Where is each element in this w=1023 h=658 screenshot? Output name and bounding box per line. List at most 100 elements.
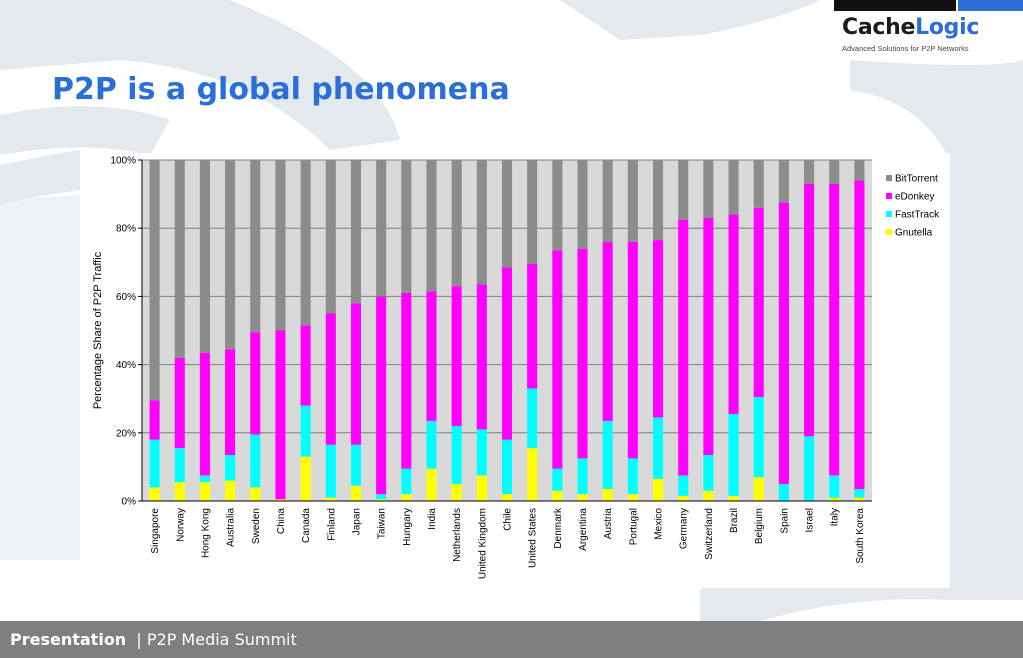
bar-segment-edonkey — [753, 207, 764, 397]
bar-segment-gnutella — [250, 487, 261, 501]
bar-segment-gnutella — [678, 495, 689, 501]
x-tick-label: Belgium — [754, 508, 765, 544]
legend-label-bittorrent: BitTorrent — [895, 174, 938, 185]
logo-wordmark: CacheLogic — [842, 15, 1017, 41]
bar-segment-edonkey — [275, 330, 286, 500]
bar-segment-bittorrent — [577, 160, 588, 249]
slide-title: P2P is a global phenomena — [52, 72, 510, 107]
bar-segment-edonkey — [703, 217, 714, 455]
bar-segment-fasttrack — [728, 414, 739, 496]
top-accent-bar-blue — [958, 0, 1023, 11]
legend-swatch-bittorrent — [886, 175, 892, 181]
bar-segment-gnutella — [199, 482, 210, 501]
legend-swatch-fasttrack — [886, 211, 892, 217]
bar-segment-gnutella — [577, 494, 588, 501]
bar-segment-fasttrack — [426, 420, 437, 469]
x-tick-label: Hong Kong — [200, 508, 211, 558]
x-tick-label: Finland — [326, 508, 337, 541]
bar-segment-gnutella — [401, 494, 412, 501]
bar-segment-edonkey — [451, 286, 462, 426]
bar-segment-edonkey — [804, 183, 815, 437]
bar-segment-fasttrack — [376, 494, 387, 500]
bar-segment-bittorrent — [149, 160, 160, 401]
bar-segment-bittorrent — [678, 160, 689, 220]
x-tick-label: Spain — [779, 508, 790, 534]
x-tick-label: Argentina — [578, 508, 589, 551]
bar-segment-bittorrent — [401, 160, 412, 293]
bar-segment-gnutella — [275, 499, 286, 501]
bar-segment-gnutella — [527, 448, 538, 501]
bar-segment-bittorrent — [300, 160, 311, 326]
y-tick-label: 40% — [116, 360, 136, 371]
bar-segment-fasttrack — [778, 483, 789, 501]
x-tick-label: Hungary — [402, 508, 413, 546]
bar-segment-edonkey — [577, 248, 588, 459]
bar-segment-bittorrent — [325, 160, 336, 314]
bar-segment-fasttrack — [451, 425, 462, 484]
bar-segment-bittorrent — [552, 160, 563, 251]
bar-segment-bittorrent — [753, 160, 764, 208]
bar-segment-gnutella — [300, 456, 311, 501]
bar-segment-edonkey — [250, 332, 261, 435]
x-tick-label: Japan — [351, 508, 362, 535]
cachelogic-logo: CacheLogic Advanced Solutions for P2P Ne… — [842, 15, 1017, 53]
bar-segment-fasttrack — [325, 444, 336, 498]
bar-segment-bittorrent — [426, 160, 437, 292]
bar-segment-edonkey — [552, 250, 563, 469]
x-tick-label: Mexico — [654, 508, 665, 540]
x-tick-label: Netherlands — [452, 508, 463, 562]
footer-separator: | — [136, 630, 142, 649]
bar-segment-gnutella — [653, 478, 664, 501]
bar-segment-edonkey — [501, 267, 513, 440]
bar-segment-gnutella — [451, 483, 462, 501]
bar-segment-edonkey — [401, 292, 412, 469]
bar-segment-edonkey — [300, 325, 311, 406]
logo-word-cache: Cache — [842, 15, 916, 40]
bar-segment-gnutella — [476, 475, 487, 501]
x-tick-label: Canada — [301, 508, 312, 543]
bar-segment-edonkey — [149, 400, 160, 440]
bar-segment-gnutella — [174, 482, 185, 501]
bar-segment-bittorrent — [778, 160, 789, 203]
x-tick-label: United Kingdom — [477, 508, 488, 579]
x-tick-label: India — [427, 508, 438, 530]
bar-segment-edonkey — [426, 291, 437, 421]
x-tick-label: United States — [528, 508, 539, 568]
bar-segment-fasttrack — [703, 454, 714, 491]
bar-segment-bittorrent — [174, 160, 185, 358]
x-tick-label: Israel — [805, 508, 816, 532]
x-tick-label: Sweden — [251, 508, 262, 544]
bar-segment-bittorrent — [451, 160, 462, 287]
stacked-bar-chart: 0% 20% 40% 60% 80% 100% Percentage Share of P2… — [92, 156, 940, 580]
bar-segment-fasttrack — [350, 444, 361, 486]
footer-text: Presentation | P2P Media Summit — [10, 630, 297, 650]
bar-segment-gnutella — [325, 497, 336, 501]
bar-segment-edonkey — [225, 349, 236, 455]
top-accent-bar-dark — [834, 0, 956, 11]
bar-segment-fasttrack — [753, 396, 764, 478]
bar-segment-fasttrack — [300, 405, 311, 457]
bar-segment-bittorrent — [602, 160, 613, 242]
bar-segment-edonkey — [728, 214, 739, 415]
x-tick-label: South Korea — [855, 508, 866, 564]
bar-segment-bittorrent — [854, 160, 865, 181]
y-tick-label: 80% — [116, 224, 136, 235]
bar-segment-edonkey — [325, 313, 336, 445]
logo-tagline: Advanced Solutions for P2P Networks — [842, 44, 969, 53]
bar-segment-fasttrack — [401, 468, 412, 495]
bar-segment-bittorrent — [350, 160, 361, 304]
bar-segment-fasttrack — [501, 439, 513, 495]
x-tick-label: Australia — [226, 508, 237, 547]
legend-swatch-edonkey — [886, 193, 892, 199]
bar-segment-gnutella — [376, 499, 387, 501]
bar-segment-bittorrent — [728, 160, 739, 215]
bar-segment-edonkey — [627, 241, 638, 459]
bar-segment-bittorrent — [501, 160, 513, 268]
footer-event-label: P2P Media Summit — [146, 630, 297, 649]
bar-segment-edonkey — [829, 183, 840, 476]
x-tick-label: Denmark — [553, 507, 564, 549]
x-tick-label: China — [276, 508, 287, 535]
bar-segment-edonkey — [527, 264, 538, 389]
bar-segment-edonkey — [174, 357, 185, 449]
bar-segment-gnutella — [149, 487, 160, 501]
